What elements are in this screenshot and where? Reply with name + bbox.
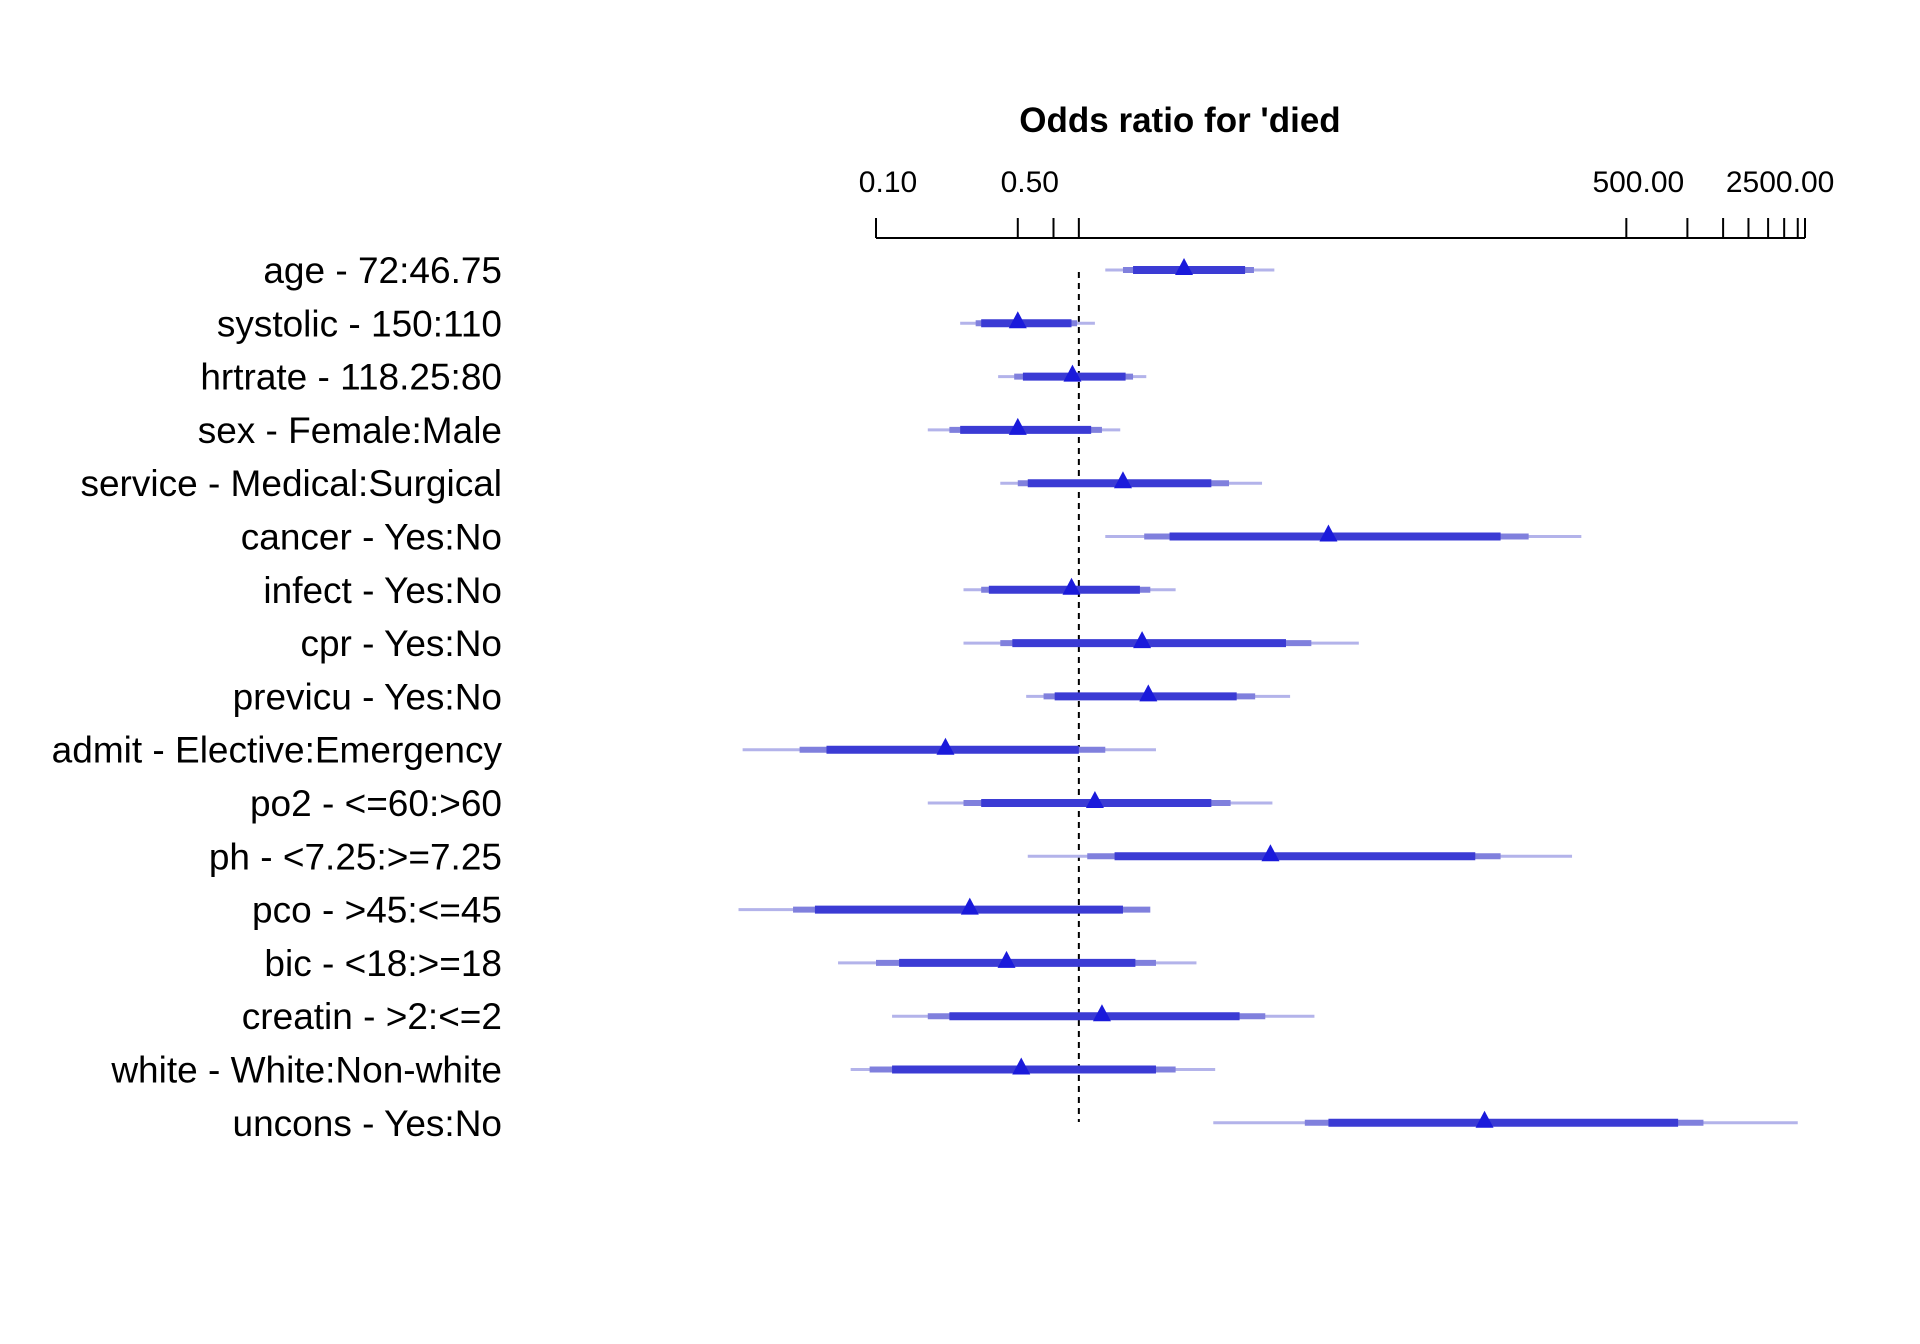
row-label: previcu - Yes:No [233, 676, 502, 717]
point-estimate [1008, 417, 1027, 435]
x-tick-label: 500.00 [1592, 166, 1684, 199]
forest-row: ph - <7.25:>=7.25 [209, 836, 1573, 877]
row-label: cpr - Yes:No [300, 623, 502, 664]
point-estimate [936, 737, 955, 755]
forest-row: hrtrate - 118.25:80 [200, 357, 1147, 398]
x-tick-label: 0.10 [859, 166, 917, 199]
point-estimate [1063, 364, 1082, 382]
point-estimate [997, 950, 1016, 968]
forest-row: white - White:Non-white [110, 1050, 1216, 1091]
forest-row: age - 72:46.75 [263, 250, 1275, 291]
forest-row: pco - >45:<=45 [252, 890, 1151, 931]
forest-row: admit - Elective:Emergency [52, 730, 1156, 771]
forest-rows: age - 72:46.75 systolic - 150:110 hrtrate … [52, 250, 1798, 1144]
row-label: age - 72:46.75 [263, 250, 502, 291]
forest-row: cancer - Yes:No [241, 517, 1582, 558]
row-label: sex - Female:Male [198, 410, 502, 451]
point-estimate [1139, 684, 1158, 702]
point-estimate [960, 897, 979, 915]
x-tick-label: 2500.00 [1726, 166, 1834, 199]
point-estimate [1475, 1110, 1494, 1128]
row-label: bic - <18:>=18 [264, 943, 502, 984]
row-label: cancer - Yes:No [241, 517, 502, 558]
row-label: service - Medical:Surgical [80, 463, 502, 504]
x-axis: 0.10 0.50 500.00 2500.00 [859, 166, 1834, 239]
row-label: admit - Elective:Emergency [52, 730, 503, 771]
row-label: pco - >45:<=45 [252, 890, 502, 931]
point-estimate [1092, 1004, 1111, 1022]
row-label: systolic - 150:110 [217, 303, 502, 344]
forest-row: uncons - Yes:No [233, 1103, 1798, 1144]
row-label: hrtrate - 118.25:80 [200, 357, 502, 398]
row-label: infect - Yes:No [263, 570, 502, 611]
forest-row: previcu - Yes:No [233, 676, 1291, 717]
row-label: creatin - >2:<=2 [242, 996, 502, 1037]
point-estimate [1008, 311, 1027, 329]
forest-row: creatin - >2:<=2 [242, 996, 1315, 1037]
row-label: white - White:Non-white [110, 1050, 502, 1091]
chart-title: Odds ratio for 'died [1019, 101, 1340, 140]
row-label: uncons - Yes:No [233, 1103, 502, 1144]
point-estimate [1133, 631, 1152, 649]
forest-row: systolic - 150:110 [217, 303, 1095, 344]
forest-row: bic - <18:>=18 [264, 943, 1197, 984]
point-estimate [1113, 471, 1132, 489]
point-estimate [1062, 577, 1081, 595]
forest-row: service - Medical:Surgical [80, 463, 1263, 504]
forest-row: po2 - <=60:>60 [250, 783, 1273, 824]
forest-row: cpr - Yes:No [300, 623, 1359, 664]
point-estimate [1085, 791, 1104, 808]
x-tick-label: 0.50 [1001, 166, 1059, 199]
row-label: ph - <7.25:>=7.25 [209, 836, 502, 877]
point-estimate [1261, 844, 1280, 862]
forest-row: infect - Yes:No [263, 570, 1176, 611]
forest-row: sex - Female:Male [198, 410, 1121, 451]
point-estimate [1012, 1057, 1031, 1075]
point-estimate [1319, 524, 1338, 542]
row-label: po2 - <=60:>60 [250, 783, 502, 824]
point-estimate [1175, 258, 1194, 275]
